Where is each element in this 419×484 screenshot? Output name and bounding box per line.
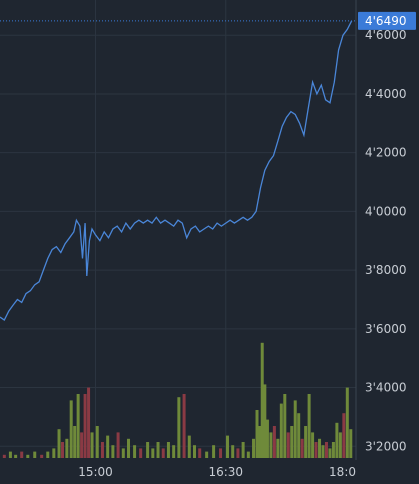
volume-bar-36 [187, 435, 191, 458]
volume-bar-45 [241, 442, 245, 458]
volume-bar-63 [304, 426, 308, 458]
volume-bar-65 [311, 432, 315, 458]
volume-bar-76 [349, 429, 353, 458]
price-line-layer [0, 20, 353, 321]
volume-bar-39 [205, 451, 209, 458]
volume-bar-6 [40, 454, 44, 458]
volume-bar-51 [263, 384, 267, 458]
volume-bar-2 [14, 454, 18, 458]
volume-bar-26 [133, 445, 137, 458]
volume-bar-73 [338, 432, 342, 458]
volume-bar-21 [106, 435, 110, 458]
volume-bar-25 [127, 438, 131, 458]
volume-bar-34 [177, 397, 181, 458]
volume-bar-49 [258, 426, 262, 458]
volume-bar-69 [324, 442, 328, 458]
y-axis-ticks[interactable]: 3'2000 3'4000 3'6000 3'8000 4'0000 4'2000 4'40… [365, 28, 406, 453]
volume-bar-0 [2, 454, 6, 458]
volume-bar-60 [293, 400, 297, 458]
volume-bar-52 [265, 419, 269, 458]
volume-bar-40 [212, 445, 216, 458]
volume-bar-9 [57, 429, 61, 458]
volume-bars [2, 342, 353, 458]
volume-bar-3 [20, 451, 24, 458]
last-value-background [358, 11, 416, 30]
volume-bar-66 [314, 442, 318, 458]
last-value-label: 4'6490 [365, 14, 406, 28]
volume-bar-11 [65, 438, 69, 458]
volume-bar-4 [26, 454, 30, 458]
y-tick-label-4: 4'0000 [365, 204, 406, 218]
volume-bar-22 [111, 445, 115, 458]
volume-bar-17 [87, 387, 91, 458]
volume-bar-61 [297, 413, 301, 458]
x-tick-label-0: 15:00 [78, 465, 113, 479]
volume-bar-50 [260, 342, 264, 458]
volume-bar-38 [198, 448, 202, 458]
volume-bar-10 [61, 442, 65, 458]
volume-bar-15 [80, 432, 84, 458]
last-value-badge: 4'6490 [358, 11, 416, 30]
volume-bar-12 [69, 400, 73, 458]
volume-bar-55 [276, 438, 280, 458]
volume-bar-48 [255, 410, 259, 458]
volume-bar-68 [321, 445, 325, 458]
volume-bar-53 [269, 432, 273, 458]
volume-bar-71 [331, 442, 335, 458]
volume-bar-1 [8, 451, 12, 458]
volume-bar-46 [246, 451, 250, 458]
volume-bar-31 [161, 448, 165, 458]
volume-bar-18 [90, 432, 94, 458]
volume-bar-75 [345, 387, 349, 458]
volume-bar-23 [116, 432, 120, 458]
volume-bar-70 [328, 448, 332, 458]
volume-bar-37 [192, 445, 196, 458]
y-tick-label-1: 3'4000 [365, 381, 406, 395]
volume-bar-8 [52, 448, 56, 458]
y-tick-label-0: 3'2000 [365, 439, 406, 453]
volume-bar-13 [73, 426, 77, 458]
y-tick-label-6: 4'4000 [365, 87, 406, 101]
volume-bar-43 [231, 445, 235, 458]
volume-bar-41 [219, 448, 223, 458]
volume-bar-62 [300, 438, 304, 458]
volume-bar-5 [33, 451, 37, 458]
volume-bar-16 [83, 394, 87, 458]
volume-bar-64 [307, 394, 311, 458]
y-tick-label-7: 4'6000 [365, 28, 406, 42]
volume-bar-72 [335, 422, 339, 458]
volume-bar-29 [151, 448, 155, 458]
volume-bar-28 [146, 442, 150, 458]
volume-bar-54 [272, 426, 276, 458]
x-tick-label-2: 18:0 [329, 465, 356, 479]
volume-bar-19 [95, 426, 99, 458]
price-line [0, 20, 353, 321]
volume-bar-47 [252, 438, 256, 458]
volume-bar-32 [166, 442, 170, 458]
volume-bar-59 [290, 426, 294, 458]
volume-bar-74 [342, 413, 346, 458]
volume-bar-27 [139, 448, 143, 458]
volume-bar-24 [121, 448, 125, 458]
volume-bar-57 [283, 394, 287, 458]
y-tick-label-3: 3'8000 [365, 263, 406, 277]
volume-bar-44 [236, 448, 240, 458]
volume-bar-14 [76, 394, 80, 458]
volume-bar-58 [286, 432, 290, 458]
volume-bar-30 [156, 442, 160, 458]
volume-bar-56 [279, 403, 283, 458]
volume-bar-35 [182, 394, 186, 458]
volume-bar-20 [100, 442, 104, 458]
y-tick-label-5: 4'2000 [365, 146, 406, 160]
volume-bar-7 [46, 451, 50, 458]
volume-bar-42 [225, 435, 229, 458]
volume-bar-33 [172, 445, 176, 458]
y-tick-label-2: 3'6000 [365, 322, 406, 336]
volume-bar-67 [318, 438, 322, 458]
x-axis-ticks[interactable]: 15:00 16:30 18:0 [78, 465, 356, 479]
x-tick-label-1: 16:30 [208, 465, 243, 479]
